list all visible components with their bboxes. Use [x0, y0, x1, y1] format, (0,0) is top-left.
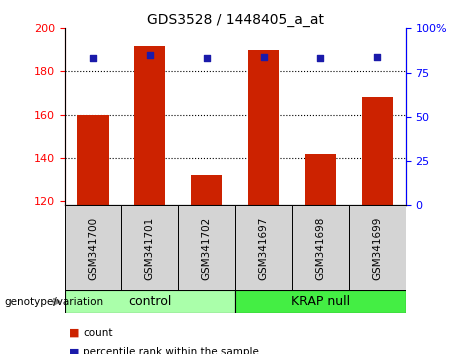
Bar [361, 97, 393, 205]
Bar [248, 50, 279, 205]
Bar [305, 154, 336, 205]
Text: GSM341702: GSM341702 [201, 217, 212, 280]
Text: GSM341697: GSM341697 [259, 217, 269, 280]
Bar [121, 205, 178, 292]
Text: ■: ■ [69, 328, 80, 338]
Point [260, 54, 267, 59]
Point [203, 56, 210, 61]
Point [146, 52, 154, 58]
Text: count: count [83, 328, 112, 338]
Bar [178, 205, 235, 292]
Bar [349, 205, 406, 292]
Title: GDS3528 / 1448405_a_at: GDS3528 / 1448405_a_at [147, 13, 324, 27]
Point [373, 54, 381, 59]
Bar [292, 205, 349, 292]
Text: control: control [128, 295, 171, 308]
Bar [65, 290, 235, 313]
Text: genotype/variation: genotype/variation [5, 297, 104, 307]
Text: GSM341701: GSM341701 [145, 217, 155, 280]
Text: GSM341699: GSM341699 [372, 217, 382, 280]
Point [89, 56, 97, 61]
Bar [134, 46, 165, 205]
Bar [77, 115, 109, 205]
Text: GSM341698: GSM341698 [315, 217, 325, 280]
Text: percentile rank within the sample: percentile rank within the sample [83, 347, 259, 354]
Bar [235, 290, 406, 313]
Text: KRAP null: KRAP null [291, 295, 350, 308]
Bar [191, 175, 222, 205]
Point [317, 56, 324, 61]
Bar [235, 205, 292, 292]
Text: GSM341700: GSM341700 [88, 217, 98, 280]
Text: ■: ■ [69, 347, 80, 354]
Bar [65, 205, 121, 292]
